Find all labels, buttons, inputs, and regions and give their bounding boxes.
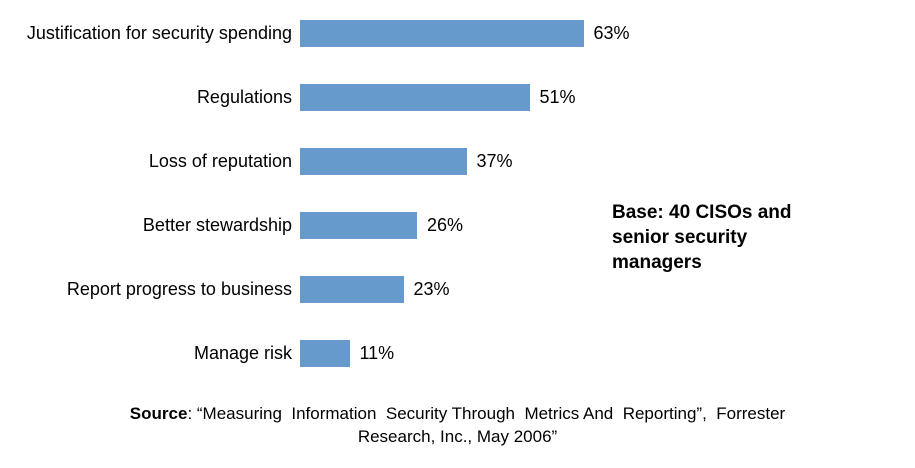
category-label: Regulations — [196, 86, 292, 107]
bar-chart: Justification for security spending 63% … — [0, 2, 640, 388]
category-label: Manage risk — [193, 342, 292, 363]
bar — [300, 147, 467, 175]
category-label: Better stewardship — [142, 214, 292, 235]
chart-row: Loss of reputation 37% — [0, 130, 513, 192]
bar — [300, 211, 417, 239]
source-note: Source: “Measuring Information Security … — [0, 402, 915, 448]
category-label: Report progress to business — [66, 278, 292, 299]
value-label: 63% — [593, 22, 630, 43]
value-label: 37% — [476, 150, 513, 171]
chart-row: Justification for security spending 63% — [0, 2, 630, 64]
category-label: Loss of reputation — [148, 150, 292, 171]
value-label: 11% — [359, 342, 395, 363]
category-label: Justification for security spending — [26, 22, 292, 43]
base-annotation: Base: 40 CISOs and senior security manag… — [612, 202, 792, 273]
source-text: : “Measuring Information Security Throug… — [187, 404, 786, 446]
chart-row: Regulations 51% — [0, 66, 576, 128]
chart-row: Report progress to business 23% — [0, 258, 450, 320]
bar — [300, 339, 350, 367]
bar — [300, 275, 404, 303]
chart-row: Better stewardship 26% — [0, 194, 463, 256]
bar — [300, 83, 530, 111]
chart-row: Manage risk 11% — [0, 322, 394, 384]
value-label: 51% — [539, 86, 576, 107]
value-label: 26% — [427, 214, 464, 235]
source-label: Source — [129, 404, 188, 423]
value-label: 23% — [413, 278, 450, 299]
bar — [300, 19, 584, 47]
